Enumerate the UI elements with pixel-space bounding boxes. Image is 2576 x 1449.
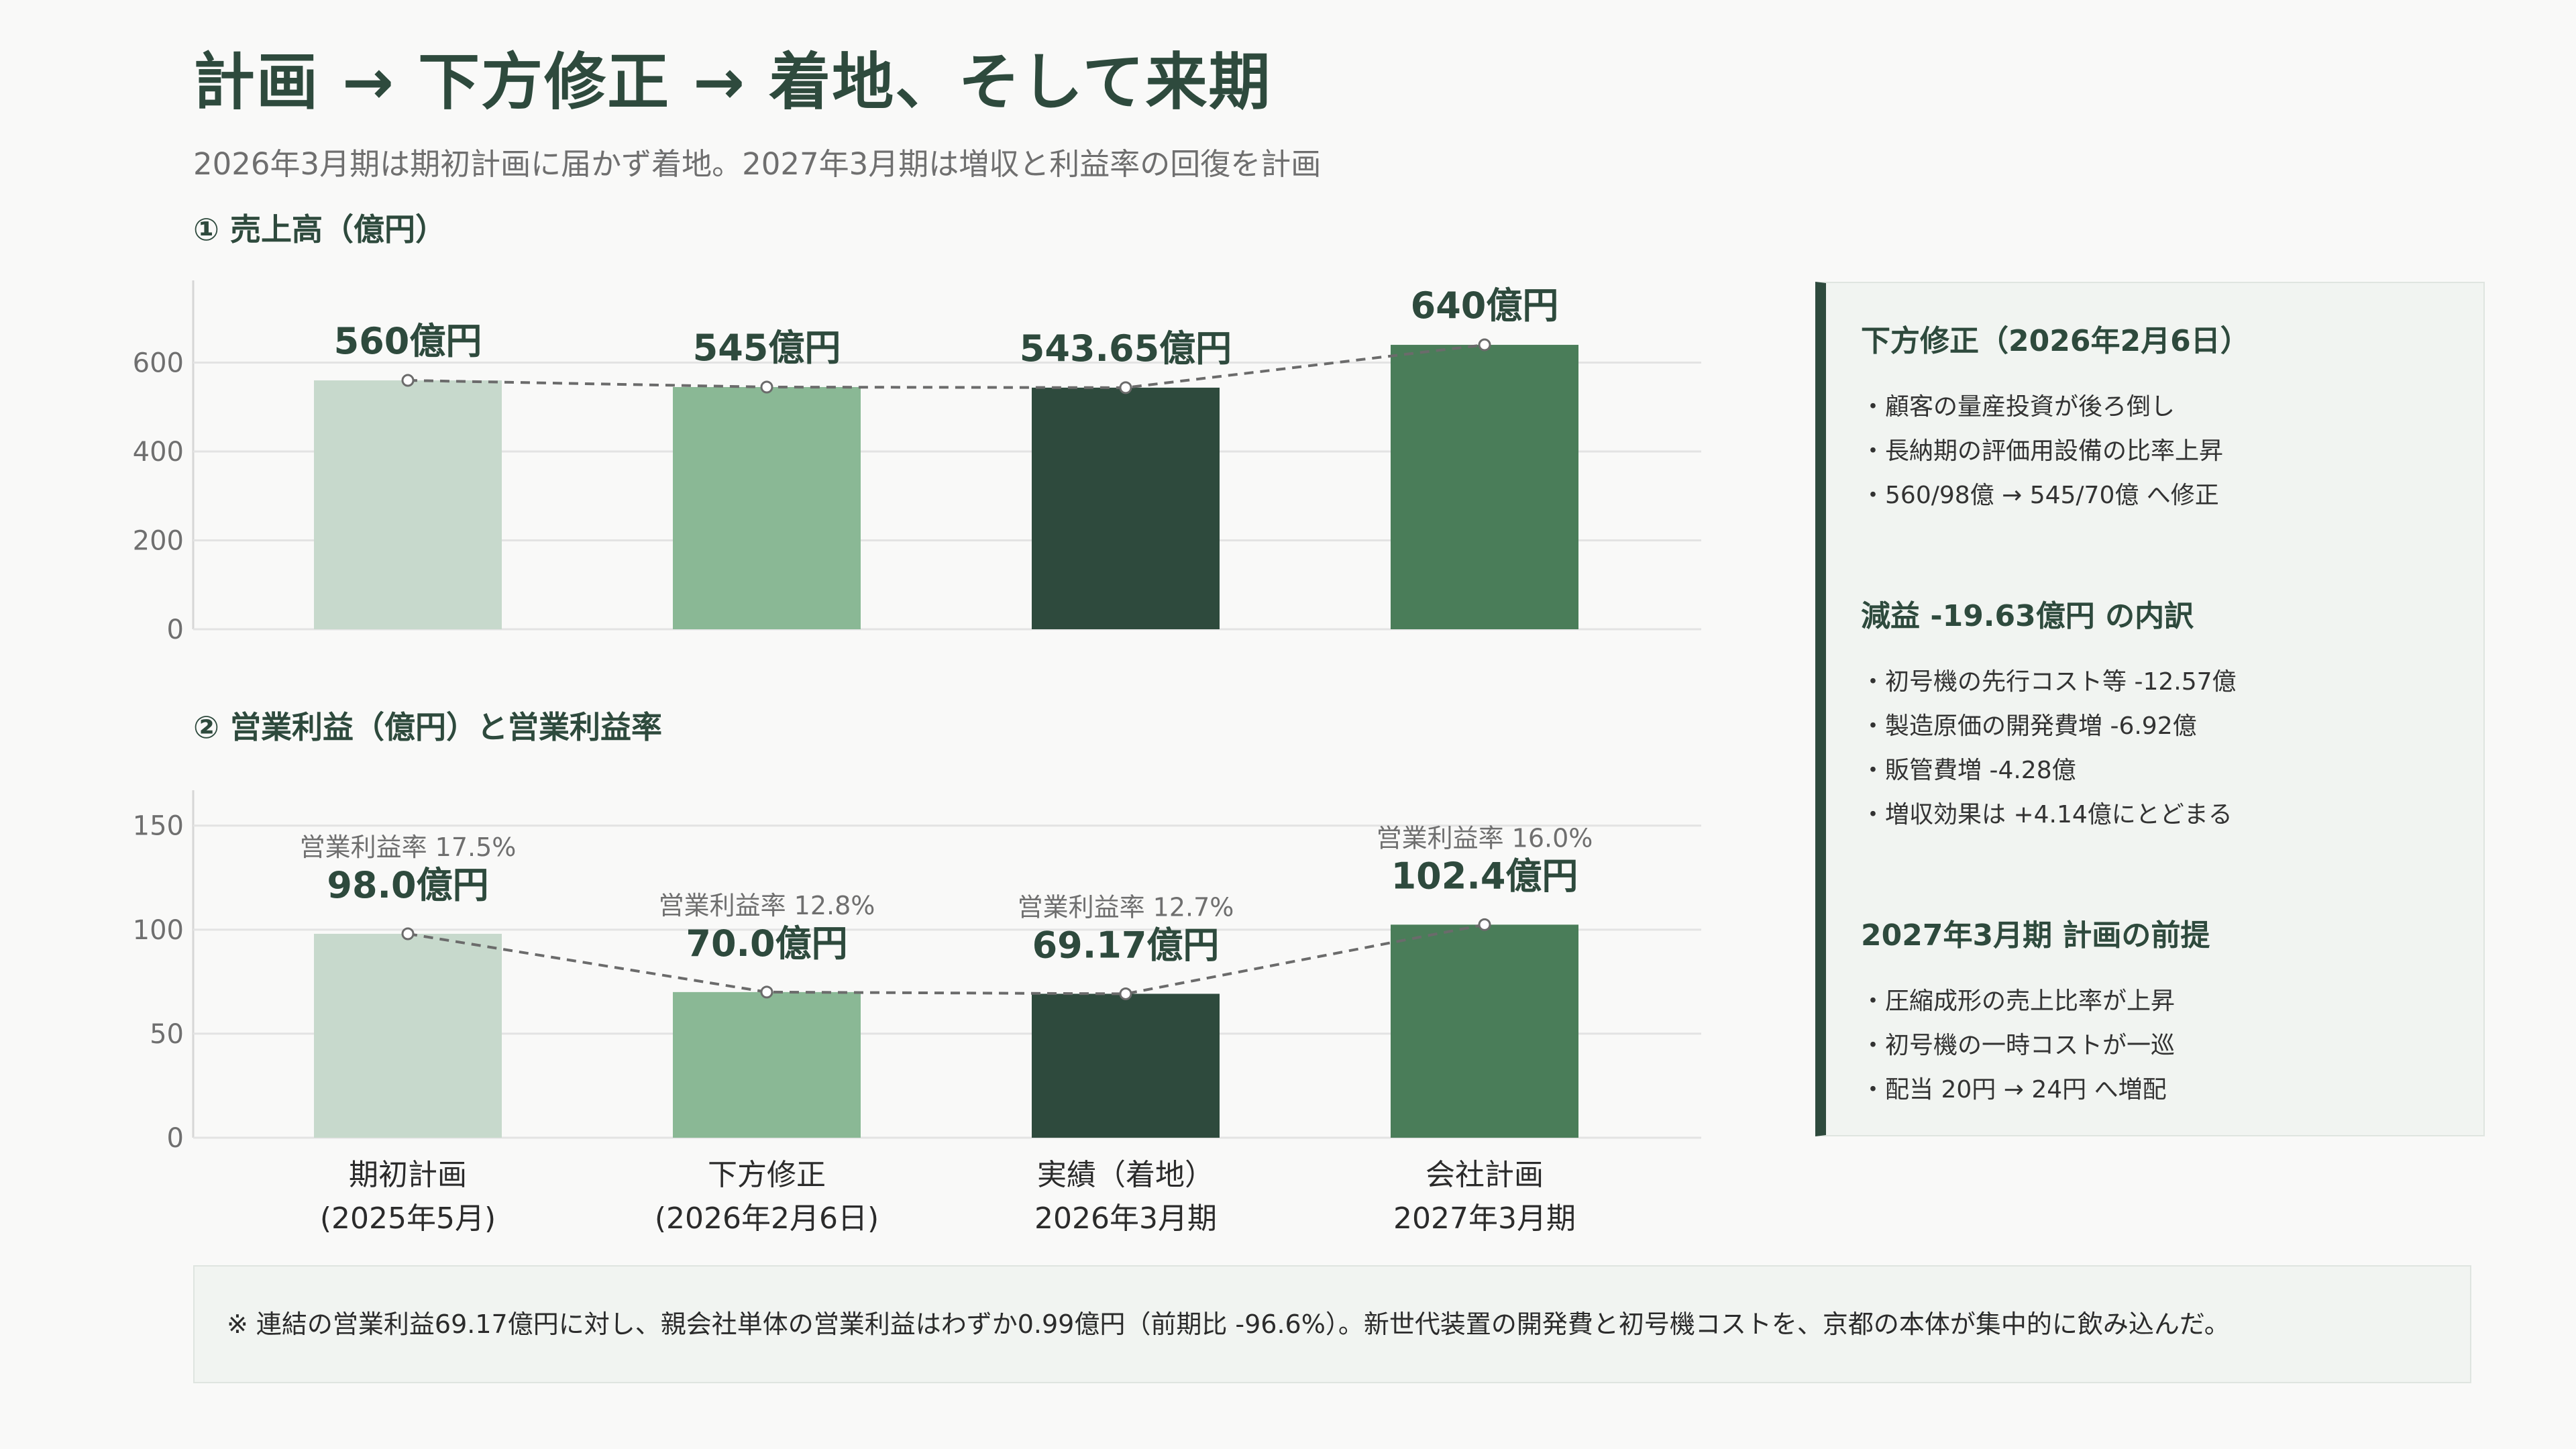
bar xyxy=(673,386,861,629)
x-tick-label: 下方修正 xyxy=(708,1158,826,1192)
revenue-chart: 0 200 400 600 560億円 545億円 543.65億円 640億円 xyxy=(133,280,1701,645)
notes-panel: 下方修正（2026年2月6日） 顧客の量産投資が後ろ倒し 長納期の評価用設備の比… xyxy=(1815,282,2485,1136)
notes-item: 製造原価の開発費増 -6.92億 xyxy=(1861,704,2237,749)
notes-item: 初号機の一時コストが一巡 xyxy=(1861,1024,2210,1068)
y-tick-label: 0 xyxy=(167,614,184,645)
margin-label: 営業利益率 16.0% xyxy=(1377,823,1593,853)
bar xyxy=(1391,345,1578,629)
data-point xyxy=(760,380,773,394)
trend-line xyxy=(407,343,1485,389)
x-tick-label: 2026年3月期 xyxy=(1034,1201,1217,1236)
x-tick-label: 期初計画 xyxy=(349,1158,467,1192)
y-tick-label: 50 xyxy=(150,1019,184,1050)
data-point xyxy=(401,927,415,941)
bar xyxy=(1032,994,1220,1138)
x-tick-label: 2027年3月期 xyxy=(1393,1201,1576,1236)
y-tick-label: 200 xyxy=(133,526,184,557)
notes-list: 顧客の量産投資が後ろ倒し 長納期の評価用設備の比率上昇 560/98億 → 54… xyxy=(1861,385,2250,518)
data-label: 560億円 xyxy=(334,320,482,362)
notes-section-plan-assumptions: 2027年3月期 計画の前提 圧縮成形の売上比率が上昇 初号機の一時コストが一巡… xyxy=(1861,911,2210,1112)
bar xyxy=(673,991,861,1138)
data-point xyxy=(1478,918,1491,931)
data-point xyxy=(1478,338,1491,352)
bar xyxy=(1391,924,1578,1138)
page-title: 計画 → 下方修正 → 着地、そして来期 xyxy=(193,46,1272,118)
notes-item: 販管費増 -4.28億 xyxy=(1861,749,2237,793)
x-tick-label: (2026年2月6日) xyxy=(655,1201,879,1236)
notes-item: 顧客の量産投資が後ろ倒し xyxy=(1861,385,2250,429)
data-label: 640億円 xyxy=(1411,284,1559,327)
notes-heading: 減益 -19.63億円 の内訳 xyxy=(1861,599,2194,633)
notes-item: 長納期の評価用設備の比率上昇 xyxy=(1861,429,2250,474)
data-label: 70.0億円 xyxy=(686,922,847,965)
margin-label: 営業利益率 12.7% xyxy=(1018,892,1234,922)
notes-item: 560/98億 → 545/70億 へ修正 xyxy=(1861,474,2250,518)
data-point xyxy=(401,374,415,387)
x-tick-label: (2025年5月) xyxy=(320,1201,496,1236)
page-subtitle: 2026年3月期は期初計画に届かず着地。2027年3月期は増収と利益率の回復を計… xyxy=(193,146,1322,182)
notes-list: 初号機の先行コスト等 -12.57億 製造原価の開発費増 -6.92億 販管費増… xyxy=(1861,660,2237,837)
margin-label: 営業利益率 12.8% xyxy=(659,891,875,920)
notes-heading: 2027年3月期 計画の前提 xyxy=(1861,918,2210,953)
data-label: 98.0億円 xyxy=(327,864,488,906)
notes-item: 増収効果は +4.14億にとどまる xyxy=(1861,793,2237,837)
revenue-chart-title: ① 売上高（億円） xyxy=(193,211,446,248)
y-tick-label: 0 xyxy=(167,1123,184,1154)
bar xyxy=(1032,387,1220,629)
notes-section-revision: 下方修正（2026年2月6日） 顧客の量産投資が後ろ倒し 長納期の評価用設備の比… xyxy=(1861,317,2250,518)
margin-label: 営業利益率 17.5% xyxy=(300,833,517,862)
data-point xyxy=(1119,381,1132,394)
notes-item: 配当 20円 → 24円 へ増配 xyxy=(1861,1068,2210,1112)
x-tick-label: 実績（着地） xyxy=(1037,1158,1214,1192)
operating-profit-chart-title: ② 営業利益（億円）と営業利益率 xyxy=(193,709,662,745)
data-label: 102.4億円 xyxy=(1391,855,1578,897)
bar xyxy=(314,934,502,1138)
trend-line xyxy=(407,923,1485,996)
data-label: 69.17億円 xyxy=(1032,924,1220,966)
data-point xyxy=(1119,987,1132,1000)
notes-list: 圧縮成形の売上比率が上昇 初号機の一時コストが一巡 配当 20円 → 24円 へ… xyxy=(1861,979,2210,1112)
data-label: 543.65億円 xyxy=(1020,327,1232,370)
notes-heading: 下方修正（2026年2月6日） xyxy=(1861,324,2250,358)
y-tick-label: 400 xyxy=(133,437,184,468)
y-tick-label: 600 xyxy=(133,348,184,379)
y-tick-label: 100 xyxy=(133,915,184,946)
y-tick-label: 150 xyxy=(133,811,184,842)
notes-item: 初号機の先行コスト等 -12.57億 xyxy=(1861,660,2237,704)
bar xyxy=(314,380,502,629)
footnote: ※ 連結の営業利益69.17億円に対し、親会社単体の営業利益はわずか0.99億円… xyxy=(193,1265,2471,1383)
data-point xyxy=(760,985,773,999)
x-tick-label: 会社計画 xyxy=(1426,1158,1544,1192)
notes-item: 圧縮成形の売上比率が上昇 xyxy=(1861,979,2210,1024)
notes-section-profit-breakdown: 減益 -19.63億円 の内訳 初号機の先行コスト等 -12.57億 製造原価の… xyxy=(1861,592,2237,837)
data-label: 545億円 xyxy=(693,327,841,369)
